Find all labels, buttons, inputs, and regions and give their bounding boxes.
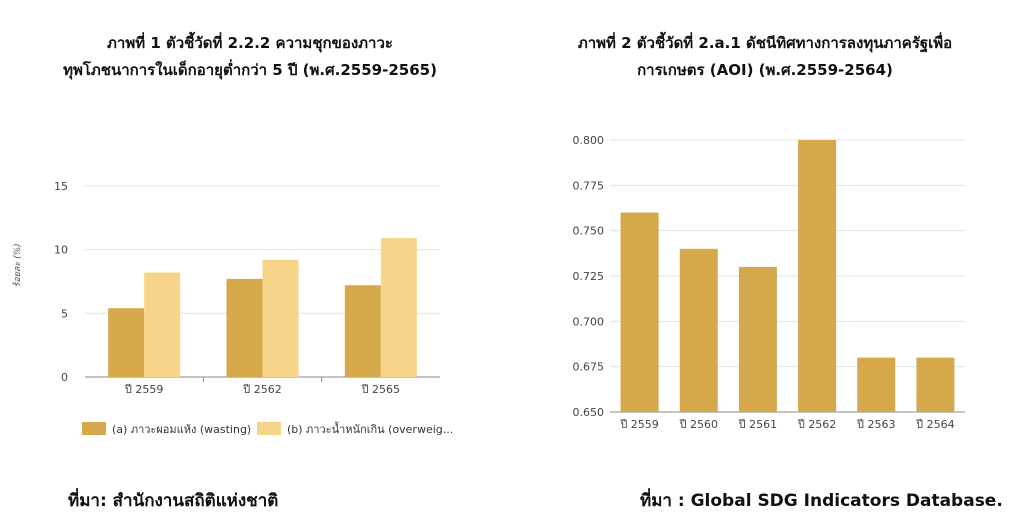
bar (738, 266, 777, 412)
x-tick-label: ปี 2559 (124, 383, 164, 396)
y-tick-label: 0.775 (573, 179, 605, 192)
y-tick-label: 0.800 (573, 134, 605, 147)
bar (798, 140, 837, 412)
bar (226, 278, 263, 377)
chart2-title: ภาพที่ 2 ตัวชี้วัดที่ 2.a.1 ดัชนีทิศทางก… (540, 30, 990, 84)
bar (857, 357, 896, 412)
bar (380, 238, 417, 377)
chart1-title: ภาพที่ 1 ตัวชี้วัดที่ 2.2.2 ความชุกของภา… (40, 30, 460, 84)
y-tick-label: 5 (61, 307, 68, 320)
chart2-source: ที่มา : Global SDG Indicators Database. (640, 491, 1003, 511)
y-tick-label: 15 (54, 180, 68, 193)
bar (344, 285, 381, 377)
x-tick-label: ปี 2562 (242, 383, 282, 396)
chart2-plot: 0.650 0.675 0.700 0.725 0.750 0.775 0.800 ปี 25… (573, 134, 965, 431)
y-tick-label: 0.700 (573, 315, 605, 328)
x-tick-label: ปี 2561 (738, 418, 778, 431)
chart2-title-line2: การเกษตร (AOI) (พ.ศ.2559-2564) (637, 61, 893, 79)
y-tick-label: 0.750 (573, 225, 605, 238)
chart1-plot: 0 5 10 15 ร้อยละ (%) ปี 2559 ปี 2562 ปี 2565 (a)… (12, 180, 453, 436)
bar (262, 259, 299, 377)
x-tick-label: ปี 2559 (619, 418, 659, 431)
x-tick-label: ปี 2564 (915, 418, 955, 431)
chart1-source: ที่มา: สำนักงานสถิติแห่งชาติ (68, 491, 279, 511)
y-axis-label: ร้อยละ (%) (12, 243, 23, 287)
y-tick-label: 0 (61, 371, 68, 384)
chart2-title-line1: ภาพที่ 2 ตัวชี้วัดที่ 2.a.1 ดัชนีทิศทางก… (577, 34, 953, 52)
legend-swatch (257, 422, 281, 435)
bar (144, 272, 181, 377)
bar (679, 248, 718, 412)
x-tick-label: ปี 2563 (856, 418, 896, 431)
bar (620, 212, 659, 412)
legend-swatch (82, 422, 106, 435)
y-tick-label: 0.650 (573, 406, 605, 419)
legend-label: (b) ภาวะน้ำหนักเกิน (overweig... (287, 421, 453, 436)
chart1-title-line1: ภาพที่ 1 ตัวชี้วัดที่ 2.2.2 ความชุกของภา… (107, 34, 393, 52)
chart1-title-line2: ทุพโภชนาการในเด็กอายุต่ำกว่า 5 ปี (พ.ศ.2… (63, 61, 437, 79)
legend-label: (a) ภาวะผอมแห้ง (wasting) (112, 423, 251, 436)
y-tick-label: 0.725 (573, 270, 605, 283)
x-tick-label: ปี 2565 (360, 383, 400, 396)
bar (108, 308, 145, 377)
x-tick-label: ปี 2562 (797, 418, 837, 431)
y-tick-label: 0.675 (573, 361, 605, 374)
y-tick-label: 10 (54, 244, 68, 257)
bar (916, 357, 955, 412)
x-tick-label: ปี 2560 (678, 418, 718, 431)
